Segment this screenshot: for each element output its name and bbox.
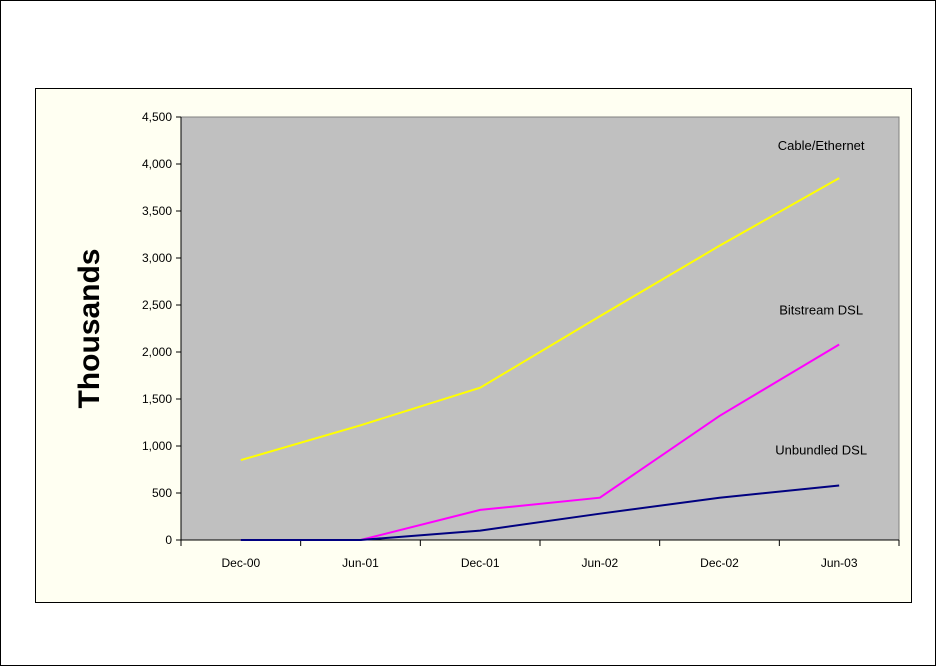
series-label: Bitstream DSL [779,302,863,317]
x-tick-label: Dec-00 [221,556,260,570]
plot-area [180,116,900,541]
y-tick-label: 1,000 [142,439,172,453]
y-tick-label: 1,500 [142,392,172,406]
y-tick-label: 2,500 [142,298,172,312]
x-tick-label: Dec-02 [700,556,739,570]
y-axis-title: Thousands [73,248,106,408]
y-tick-label: 0 [165,533,172,547]
y-tick-label: 4,000 [142,157,172,171]
x-tick-label: Jun-01 [342,556,379,570]
series-line-cable-ethernet [240,177,840,462]
y-tick-label: 3,500 [142,204,172,218]
x-tick-label: Dec-01 [461,556,500,570]
x-tick-label: Jun-03 [821,556,858,570]
series-label: Cable/Ethernet [778,138,865,153]
series-line-unbundled-dsl [240,484,840,541]
series-label: Unbundled DSL [775,442,867,457]
series-lines [240,177,840,541]
y-tick-label: 4,500 [142,110,172,124]
y-tick-label: 2,000 [142,345,172,359]
series-labels: Cable/Ethernet Bitstream DSL Unbundled DSL [775,138,867,457]
y-tick-label: 500 [152,486,172,500]
x-tick-label: Jun-02 [581,556,618,570]
x-axis: Dec-00 Jun-01 Dec-01 Jun-02 Dec-02 Jun-03 [180,539,900,570]
y-axis: 0 500 1,000 1,500 2,000 2,500 3,000 3,500 4,000 4… [142,110,182,547]
y-tick-label: 3,000 [142,251,172,265]
